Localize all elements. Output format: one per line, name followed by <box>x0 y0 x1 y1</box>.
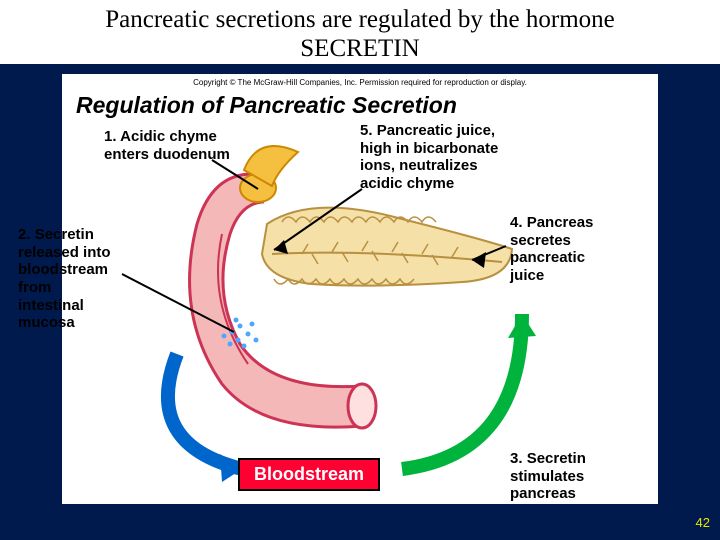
step-1-text: Acidic chyme enters duodenum <box>104 128 230 163</box>
title-line2: SECRETIN <box>300 35 419 62</box>
page-number: 42 <box>696 515 710 530</box>
step-5: 5. Pancreatic juice, high in bicarbonate… <box>360 122 498 193</box>
step-4-text: Pancreas secretes pancreatic juice <box>510 214 593 284</box>
step-5-text: Pancreatic juice, high in bicarbonate io… <box>360 122 498 192</box>
slide-title: Pancreatic secretions are regulated by t… <box>0 0 720 64</box>
figure-panel: Copyright © The McGraw-Hill Companies, I… <box>62 74 658 504</box>
step-2: 2. Secretin released into bloodstream fr… <box>18 226 111 332</box>
title-line1: Pancreatic secretions are regulated by t… <box>105 6 615 33</box>
step-3: 3. Secretin stimulates pancreas <box>510 450 586 503</box>
step-3-num: 3. <box>510 450 523 467</box>
step-1: 1. Acidic chyme enters duodenum <box>104 128 230 163</box>
step-1-num: 1. <box>104 128 117 145</box>
step-2-num: 2. <box>18 226 31 243</box>
step-2-text: Secretin released into bloodstream from … <box>18 226 111 331</box>
step-4-num: 4. <box>510 214 523 231</box>
step-4: 4. Pancreas secretes pancreatic juice <box>510 214 593 285</box>
bloodstream-label: Bloodstream <box>238 458 380 491</box>
step-5-num: 5. <box>360 122 373 139</box>
